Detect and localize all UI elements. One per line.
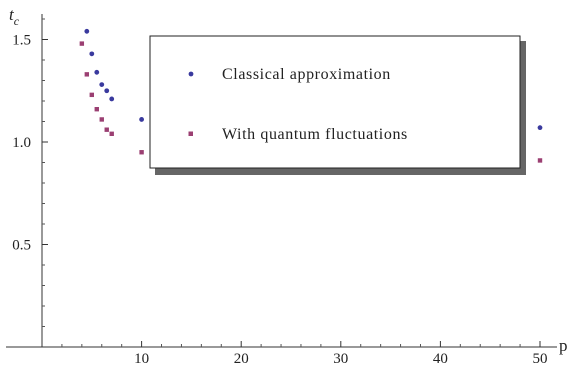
y-tick-label: 0.5 (12, 238, 31, 254)
y-ticks: 0.51.01.52.02.5 (12, 0, 48, 254)
data-point-quantum (90, 93, 94, 97)
x-ticks: 10 20 30 40 50 (134, 341, 547, 365)
x-axis-label: p (559, 336, 568, 355)
data-point-quantum (538, 158, 542, 162)
legend: Classical approximation With quantum flu… (150, 36, 526, 175)
data-point-quantum (110, 132, 114, 136)
data-point-quantum (85, 72, 89, 76)
data-point-classical (99, 82, 104, 87)
legend-label-quantum: With quantum fluctuations (222, 126, 408, 143)
data-point-quantum (95, 107, 99, 111)
data-point-classical (109, 97, 114, 102)
data-point-quantum (105, 128, 109, 132)
x-tick-label: 40 (433, 351, 448, 365)
legend-box (150, 36, 520, 168)
x-tick-label: 20 (234, 351, 249, 365)
data-point-classical (538, 125, 543, 130)
legend-marker-quantum (189, 132, 194, 137)
y-axis-label-subscript: c (14, 14, 20, 28)
y-axis-label: tc (9, 5, 20, 28)
data-point-classical (84, 29, 89, 34)
legend-marker-classical (189, 72, 194, 77)
data-point-classical (104, 88, 109, 93)
data-point-classical (139, 117, 144, 122)
y-tick-label: 1.0 (12, 135, 31, 151)
data-point-quantum (80, 41, 84, 45)
x-tick-label: 10 (134, 351, 149, 365)
x-tick-label: 50 (533, 351, 548, 365)
x-tick-label: 30 (333, 351, 348, 365)
data-point-quantum (100, 117, 104, 121)
data-point-classical (94, 70, 99, 75)
data-point-classical (89, 51, 94, 56)
legend-label-classical: Classical approximation (222, 66, 391, 83)
data-point-quantum (139, 150, 143, 154)
y-tick-label: 1.5 (12, 33, 31, 49)
